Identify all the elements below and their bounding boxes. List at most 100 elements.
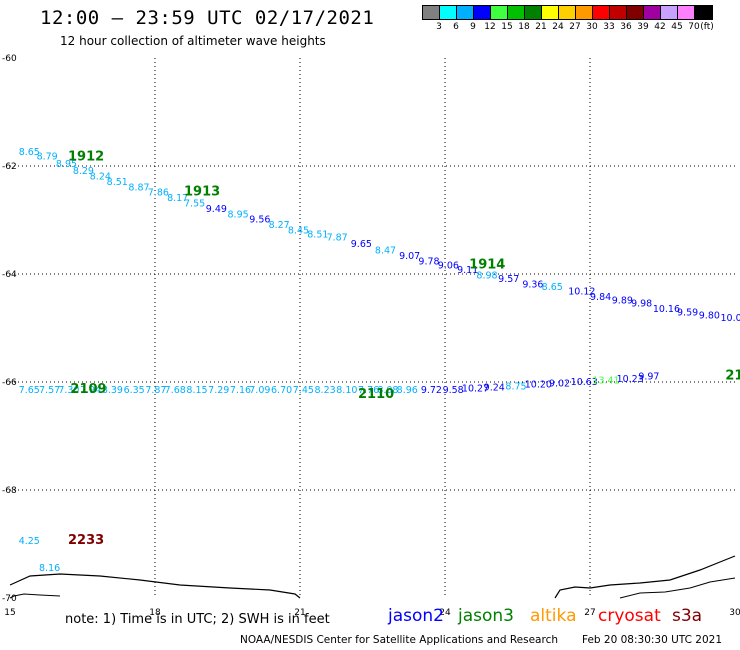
wave-height-label: 8.65: [542, 282, 563, 293]
wave-height-label: 7.55: [184, 199, 205, 210]
lat-tick-label: -70: [2, 594, 17, 604]
wave-height-label: 8.17: [167, 193, 188, 204]
colorbar-swatch: [440, 6, 457, 19]
wave-height-label: 8.65: [19, 147, 40, 158]
wave-height-label: 13.41: [592, 376, 619, 387]
track-names: 1912 1913 1914 2109 2110 2233 21: [68, 150, 740, 548]
coastline: [9, 555, 736, 599]
wave-height-label: 8.45: [288, 226, 309, 237]
colorbar-label: 27: [569, 22, 581, 32]
wave-height-label: 9.80: [699, 310, 720, 321]
wave-height-label: 7.87: [145, 385, 166, 396]
lat-tick-label: -62: [2, 162, 17, 172]
wave-height-label: 10.27: [462, 384, 489, 395]
colorbar-swatch: [661, 6, 678, 19]
colorbar-label: 18: [518, 22, 530, 32]
colorbar-swatch: [576, 6, 593, 19]
lat-tick-label: -68: [2, 486, 17, 496]
wave-height-label: 9.72: [421, 385, 442, 396]
wave-height-label: 8.29: [73, 166, 94, 177]
wave-height-label: 7.09: [249, 385, 270, 396]
colorbar-swatch: [610, 6, 627, 19]
wave-height-label: 7.57: [39, 385, 60, 396]
lon-tick-label: 24: [439, 608, 451, 618]
wave-height-label: 8.51: [107, 177, 128, 188]
wave-height-label: 9.56: [249, 215, 270, 226]
lon-tick-label: 15: [4, 608, 15, 618]
colorbar-swatch: [508, 6, 525, 19]
colorbar-label: (ft): [700, 22, 714, 32]
wave-height-label: 8.98: [476, 270, 497, 281]
colorbar-label: 45: [671, 22, 683, 32]
wave-height-label: 10.12: [568, 287, 595, 298]
wave-height-label: 8.51: [307, 229, 328, 240]
wave-height-label: 9.11: [457, 265, 478, 276]
page-title: 12:00 – 23:59 UTC 02/17/2021: [40, 7, 375, 29]
wave-height-label: 8.08: [377, 385, 398, 396]
lat-tick-label: -64: [2, 270, 17, 280]
track-pass-name: 1913: [184, 185, 220, 200]
wave-height-label: 4.25: [19, 536, 40, 547]
colorbar-swatch: [423, 6, 440, 19]
legend-cryosat: cryosat: [598, 606, 661, 626]
lat-tick-label: -60: [2, 54, 17, 64]
colorbar-label: 39: [637, 22, 649, 32]
wave-height-label: 7.29: [208, 385, 229, 396]
colorbar-swatch: [457, 6, 474, 19]
wave-height-label: 9.07: [399, 251, 420, 262]
wave-height-label: 9.78: [418, 256, 439, 267]
legend-altika: altika: [530, 606, 577, 626]
wave-height-label: 7.30: [58, 385, 79, 396]
colorbar-label: 6: [453, 22, 459, 32]
wave-height-label: 7.76: [358, 385, 379, 396]
map-ticks: 15 18 21 24 27 30 -60 -62 -64 -66 -68 -70: [2, 54, 740, 618]
wave-height-label: 6.70: [271, 385, 292, 396]
wave-height-label: 9.58: [443, 385, 464, 396]
colorbar-swatch: [542, 6, 559, 19]
track-pass-name: 1912: [68, 150, 104, 165]
colorbar-label: 15: [501, 22, 513, 32]
coastline-shelf: [619, 577, 736, 599]
lon-tick-label: 18: [149, 608, 161, 618]
colorbar-swatch: [491, 6, 508, 19]
colorbar-swatch: [559, 6, 576, 19]
colorbar-label: 21: [535, 22, 547, 32]
colorbar-label: 3: [436, 22, 442, 32]
track-pass-name: 21: [725, 368, 740, 383]
wave-height-label: 8.95: [228, 209, 249, 220]
coastline-east: [554, 555, 736, 599]
wave-height-label: 9.89: [612, 296, 633, 307]
wave-height-label: 10.63: [571, 377, 598, 388]
lon-tick-label: 27: [584, 608, 595, 618]
wave-height-label: 8.10: [336, 385, 357, 396]
wave-height-label: 7.86: [148, 188, 169, 199]
wave-height-label: 9.59: [677, 308, 698, 319]
wave-height-label: 8.87: [128, 182, 149, 193]
colorbar-label: 12: [484, 22, 496, 32]
coastline-west: [9, 573, 301, 599]
lon-tick-label: 30: [729, 608, 740, 618]
wave-height-label: 7.68: [165, 385, 186, 396]
wave-height-label: 9.36: [522, 280, 543, 291]
wave-height-label: 9.24: [484, 383, 505, 394]
generated-timestamp: Feb 20 08:30:30 UTC 2021: [582, 634, 722, 646]
lon-tick-label: 21: [294, 608, 305, 618]
wave-height-label: 7.87: [327, 233, 348, 244]
legend-jason3: jason3: [458, 606, 514, 626]
wave-height-label: 8.47: [375, 245, 396, 256]
wave-height-label: 10.03: [721, 313, 740, 324]
wave-height-label: 7.94: [80, 385, 101, 396]
colorbar-swatch: [474, 6, 491, 19]
wave-height-label: 10.16: [653, 304, 680, 315]
wave-height-label: 9.57: [498, 274, 519, 285]
colorbar-label: 24: [552, 22, 564, 32]
colorbar-swatch: [593, 6, 610, 19]
map-grid: [10, 58, 735, 598]
wave-height-label: 7.16: [230, 385, 251, 396]
wave-height-label: 9.97: [638, 371, 659, 382]
colorbar-swatch: [678, 6, 695, 19]
wave-height-label: 7.65: [19, 385, 40, 396]
legend-jason2: jason2: [388, 606, 444, 626]
wave-height-label: 8.15: [186, 385, 207, 396]
